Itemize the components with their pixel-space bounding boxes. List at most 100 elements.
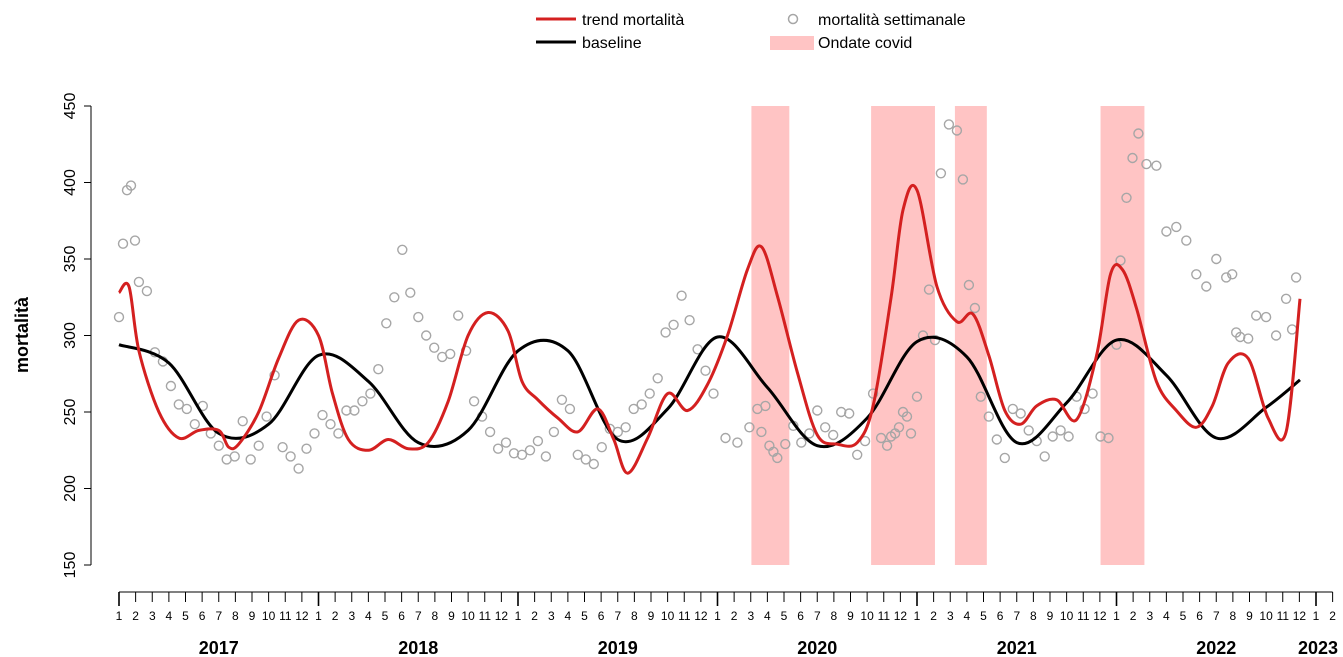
weekly-point [852, 449, 863, 460]
month-tick-label: 5 [382, 609, 389, 623]
month-tick-label: 9 [1047, 609, 1054, 623]
weekly-point [999, 452, 1010, 464]
weekly-point [1181, 235, 1192, 246]
month-tick-label: 1 [1313, 609, 1320, 623]
month-tick-label: 7 [415, 609, 422, 623]
weekly-point [293, 463, 304, 474]
weekly-point [676, 290, 687, 301]
weekly-point [1063, 431, 1074, 442]
weekly-point [720, 432, 731, 444]
weekly-point [397, 244, 408, 256]
legend-points-swatch [787, 13, 799, 25]
month-tick-label: 10 [661, 609, 675, 623]
weekly-point [756, 426, 767, 438]
month-tick-label: 9 [847, 609, 854, 623]
weekly-point [991, 434, 1002, 445]
weekly-point [1023, 425, 1034, 436]
month-tick-label: 7 [814, 609, 821, 623]
weekly-point [317, 409, 328, 421]
weekly-point [983, 411, 994, 422]
weekly-point [580, 454, 591, 465]
month-tick-label: 8 [232, 609, 239, 623]
month-tick-label: 12 [694, 609, 708, 623]
weekly-point [349, 405, 360, 416]
month-tick-label: 11 [479, 609, 492, 623]
weekly-point [612, 426, 623, 438]
weekly-point [453, 310, 464, 321]
weekly-point [1007, 403, 1018, 415]
weekly-point [1171, 221, 1182, 233]
month-tick-label: 2 [1130, 609, 1137, 623]
weekly-point [957, 174, 969, 185]
weekly-point [1095, 431, 1106, 442]
month-tick-label: 9 [448, 609, 455, 623]
year-label: 2017 [199, 638, 239, 657]
y-axis: 150 200 250 300 350 400 450 [62, 93, 92, 578]
weekly-point [875, 432, 887, 444]
weekly-point [516, 449, 528, 460]
baseline-line [118, 335, 1301, 449]
weekly-point [1220, 272, 1232, 283]
month-tick-label: 9 [1246, 609, 1253, 623]
month-tick-label: 1 [914, 609, 921, 623]
weekly-point [1286, 324, 1298, 335]
month-tick-label: 7 [1213, 609, 1220, 623]
weekly-point [405, 287, 416, 298]
weekly-point [596, 442, 607, 453]
weekly-point [836, 406, 847, 418]
weekly-point [189, 419, 201, 430]
weekly-point [943, 119, 955, 130]
weekly-point [1161, 226, 1172, 237]
month-tick-label: 12 [1093, 609, 1107, 623]
month-tick-label: 1 [714, 609, 721, 623]
month-tick-label: 6 [598, 609, 605, 623]
month-tick-label: 8 [631, 609, 638, 623]
weekly-point [572, 449, 583, 460]
weekly-point [1015, 408, 1026, 419]
weekly-point [820, 422, 831, 433]
legend-points-label: mortalità settimanale [818, 12, 966, 29]
month-tick-label: 12 [1293, 609, 1307, 623]
weekly-point [373, 364, 384, 375]
weekly-point [732, 437, 743, 448]
month-tick-label: 7 [215, 609, 222, 623]
weekly-point [165, 380, 177, 392]
legend-waves-swatch [770, 36, 814, 50]
month-tick-label: 1 [1113, 609, 1120, 623]
month-tick-label: 5 [980, 609, 987, 623]
weekly-point [365, 388, 376, 399]
weekly-point [644, 388, 655, 399]
weekly-point [229, 451, 240, 462]
weekly-point [1103, 432, 1114, 444]
weekly-point [923, 284, 935, 295]
month-tick-label: 2 [332, 609, 339, 623]
weekly-point [969, 302, 981, 314]
year-label: 2018 [398, 638, 438, 657]
weekly-point [548, 426, 560, 438]
month-tick-label: 5 [781, 609, 788, 623]
month-tick-label: 10 [1259, 609, 1273, 623]
weekly-point [129, 235, 141, 246]
weekly-point [620, 422, 631, 433]
month-tick-label: 4 [565, 609, 572, 623]
month-tick-label: 10 [262, 609, 276, 623]
weekly-point [1127, 152, 1138, 164]
weekly-point [181, 403, 193, 415]
weekly-point [1151, 160, 1162, 171]
weekly-point [141, 285, 153, 297]
covid-wave-band [1100, 106, 1145, 565]
weekly-point [1250, 310, 1262, 321]
year-label: 2023 [1298, 638, 1338, 657]
y-tick-label: 250 [62, 399, 79, 426]
weekly-point [213, 440, 225, 451]
weekly-point [652, 373, 663, 384]
weekly-point [325, 419, 336, 430]
weekly-point [844, 408, 855, 419]
weekly-point [253, 440, 264, 451]
weekly-point [381, 318, 392, 329]
month-tick-label: 6 [398, 609, 405, 623]
year-label: 2019 [598, 638, 638, 657]
month-tick-label: 11 [1277, 609, 1290, 623]
month-tick-label: 12 [894, 609, 908, 623]
weekly-point [905, 428, 917, 439]
